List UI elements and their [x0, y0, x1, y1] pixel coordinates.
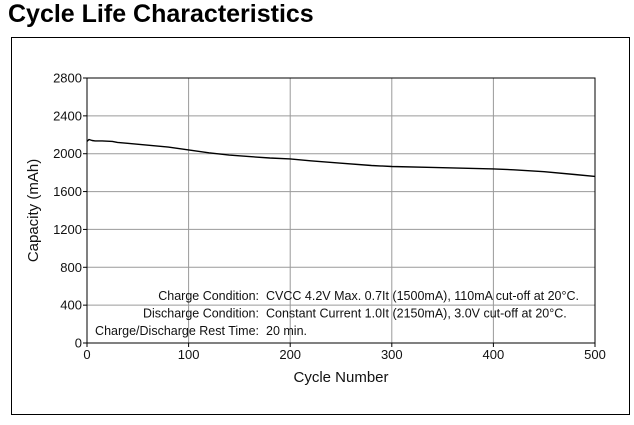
annotation-label: Charge/Discharge Rest Time: — [95, 324, 259, 338]
x-tick-label: 0 — [83, 347, 90, 362]
y-tick-label: 0 — [75, 336, 82, 351]
x-tick-label: 300 — [381, 347, 403, 362]
x-axis-label: Cycle Number — [293, 369, 388, 386]
axes — [83, 77, 596, 347]
y-tick-label: 1600 — [53, 184, 82, 199]
annotation-text: 20 min. — [266, 324, 307, 338]
annotation-text: CVCC 4.2V Max. 0.7It (1500mA), 110mA cut… — [266, 289, 579, 303]
tick-labels: 0 100 200 300 400 500 0 400 800 1200 1600 2000 2400 2… — [53, 71, 606, 363]
y-tick-label: 2000 — [53, 146, 82, 161]
x-tick-label: 100 — [178, 347, 200, 362]
x-tick-label: 500 — [584, 347, 606, 362]
y-axis-label: Capacity (mAh) — [25, 159, 42, 262]
plot-border — [86, 77, 596, 344]
annotation-label: Discharge Condition: — [143, 307, 259, 321]
y-tick-label: 2800 — [53, 71, 82, 86]
y-tick-label: 2400 — [53, 108, 82, 123]
annotation-label: Charge Condition: — [158, 289, 259, 303]
x-tick-label: 400 — [483, 347, 505, 362]
grid — [87, 78, 595, 343]
y-tick-label: 400 — [60, 298, 82, 313]
chart-title: Cycle Life Characteristics — [8, 0, 314, 28]
annotation-block: Charge Condition: CVCC 4.2V Max. 0.7It (1… — [95, 289, 579, 338]
capacity-series-line — [86, 138, 596, 178]
annotation-text: Constant Current 1.0It (2150mA), 3.0V cu… — [266, 307, 567, 321]
series-layer — [86, 138, 596, 178]
chart-frame — [11, 37, 630, 415]
x-tick-label: 200 — [279, 347, 301, 362]
y-tick-label: 800 — [60, 260, 82, 275]
y-tick-label: 1200 — [53, 222, 82, 237]
